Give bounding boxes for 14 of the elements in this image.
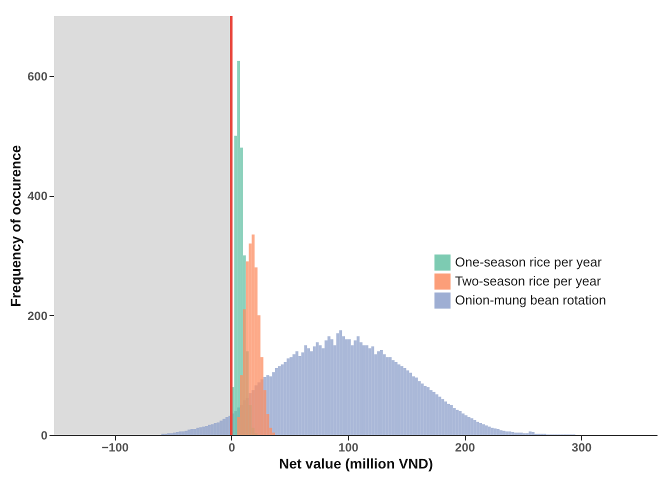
- x-tick-label: 100: [338, 440, 359, 454]
- y-axis-title: Frequency of occurence: [7, 144, 24, 307]
- y-tick-label: 0: [40, 428, 48, 442]
- legend-label: Two-season rice per year: [455, 274, 602, 288]
- y-tick-label: 200: [27, 308, 48, 323]
- legend-label: One-season rice per year: [455, 254, 602, 270]
- x-tick-label: 0: [228, 440, 236, 454]
- legend-label: Onion-mung bean rotation: [455, 292, 606, 308]
- y-tick-label: 400: [27, 189, 48, 204]
- x-axis-title: Net value (million VND): [278, 456, 434, 472]
- x-tick-label: −100: [102, 440, 129, 454]
- y-tick-label: 600: [27, 69, 48, 84]
- x-tick-label: 300: [572, 440, 592, 454]
- x-tick-label: 200: [455, 440, 476, 454]
